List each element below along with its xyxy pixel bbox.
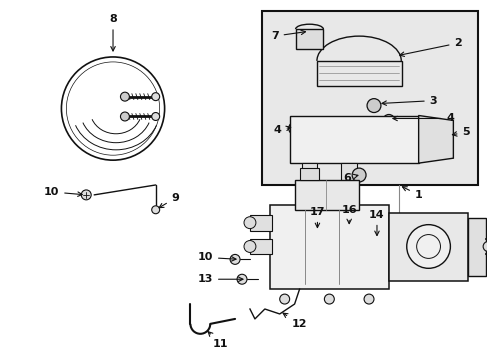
Circle shape: [382, 114, 394, 126]
Bar: [249, 215, 271, 231]
Text: 17: 17: [309, 207, 325, 228]
Text: 10: 10: [44, 187, 82, 197]
Text: 8: 8: [109, 14, 117, 51]
Bar: [468, 218, 485, 276]
Text: 9: 9: [159, 193, 179, 208]
Circle shape: [81, 190, 91, 200]
Bar: [388, 213, 468, 281]
Circle shape: [244, 217, 255, 229]
Circle shape: [364, 294, 373, 304]
Circle shape: [324, 294, 334, 304]
Text: 2: 2: [399, 38, 461, 57]
Text: 6: 6: [343, 173, 357, 183]
Circle shape: [279, 294, 289, 304]
Circle shape: [151, 93, 160, 100]
Text: 4: 4: [273, 125, 290, 135]
Circle shape: [351, 168, 366, 182]
Text: 4: 4: [392, 113, 453, 123]
Text: 5: 5: [451, 127, 469, 138]
Bar: [289, 116, 418, 163]
Text: 7: 7: [270, 30, 305, 41]
Bar: [317, 61, 401, 86]
Circle shape: [230, 255, 240, 264]
Bar: [294, 180, 358, 210]
Text: 11: 11: [208, 332, 227, 349]
Circle shape: [482, 242, 488, 251]
Text: 3: 3: [381, 96, 436, 105]
Text: 15: 15: [0, 359, 1, 360]
Bar: [269, 205, 388, 289]
Bar: [299, 168, 319, 180]
Text: 10: 10: [197, 252, 236, 262]
Circle shape: [366, 99, 380, 113]
Circle shape: [120, 112, 129, 121]
Circle shape: [288, 122, 300, 134]
Polygon shape: [418, 116, 452, 163]
Text: 14: 14: [368, 210, 384, 235]
Circle shape: [244, 240, 255, 252]
Bar: [262, 11, 477, 185]
Text: 16: 16: [341, 205, 356, 224]
Text: 12: 12: [283, 313, 306, 329]
Circle shape: [120, 92, 129, 101]
Bar: [341, 163, 356, 181]
Bar: [301, 163, 317, 181]
Circle shape: [237, 274, 246, 284]
Text: 1: 1: [402, 187, 422, 200]
Bar: [295, 29, 323, 49]
Circle shape: [151, 113, 160, 121]
Circle shape: [406, 225, 449, 268]
Text: 13: 13: [197, 274, 243, 284]
Bar: [249, 239, 271, 255]
Circle shape: [151, 206, 160, 214]
